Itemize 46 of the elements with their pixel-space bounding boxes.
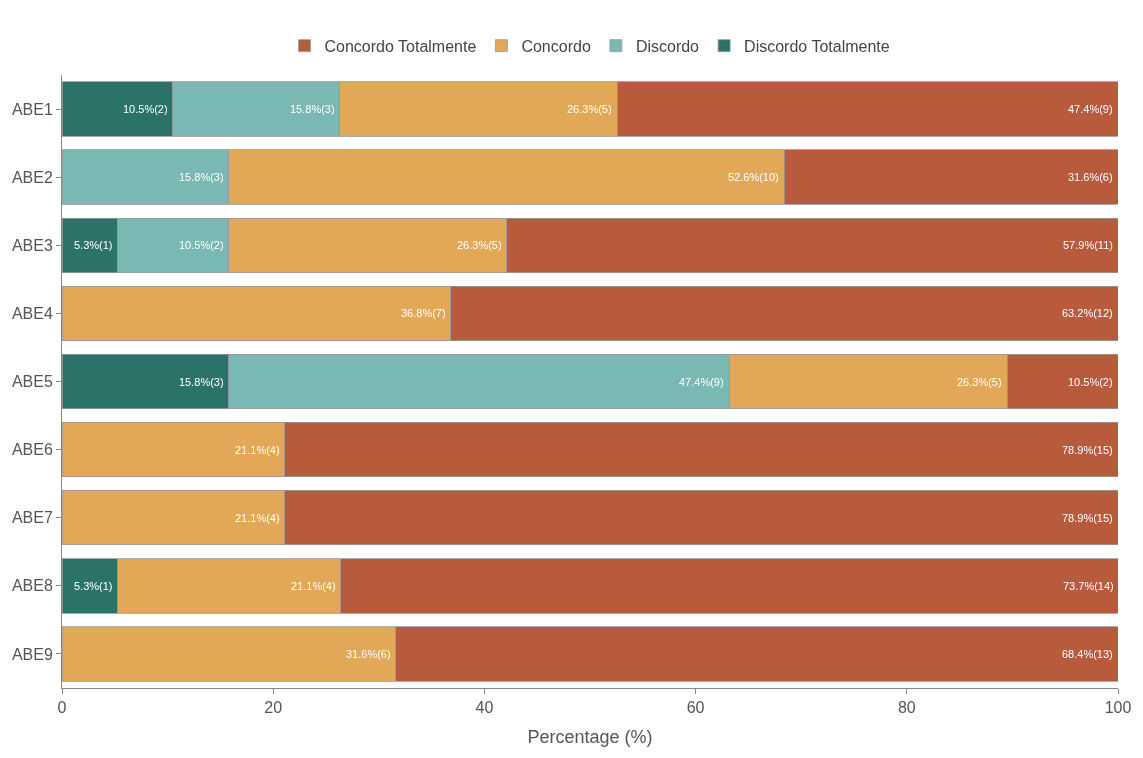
y-tick-label: ABE4 (11, 304, 53, 322)
data-label: 21.1%(4) (291, 580, 336, 592)
data-label: 78.9%(15) (1062, 444, 1113, 456)
x-tick-label: 40 (475, 699, 494, 717)
y-tick-label: ABE5 (11, 373, 53, 391)
data-label: 47.4%(9) (679, 376, 724, 388)
data-label: 31.6%(6) (346, 648, 391, 660)
data-label: 26.3%(5) (457, 239, 502, 251)
y-tick-label: ABE1 (11, 100, 53, 118)
data-label: 26.3%(5) (957, 376, 1002, 388)
y-tick-label: ABE9 (11, 645, 53, 663)
y-tick-label: ABE2 (11, 168, 53, 186)
y-tick-label: ABE6 (11, 441, 53, 459)
data-label: 68.4%(13) (1062, 648, 1113, 660)
data-label: 36.8%(7) (401, 307, 446, 319)
data-label: 15.8%(3) (179, 376, 224, 388)
legend-label: Discordo (635, 37, 700, 55)
data-label: 5.3%(1) (74, 239, 113, 251)
data-label: 31.6%(6) (1068, 171, 1113, 183)
legend-label: Concordo Totalmente (324, 37, 477, 55)
data-label: 26.3%(5) (567, 103, 612, 115)
x-tick-label: 0 (57, 699, 67, 717)
data-label: 78.9%(15) (1062, 512, 1113, 524)
data-label: 15.8%(3) (179, 171, 224, 183)
data-label: 10.5%(2) (179, 239, 224, 251)
data-label: 15.8%(3) (290, 103, 335, 115)
x-tick-label: 100 (1104, 699, 1132, 717)
legend-label: Discordo Totalmente (744, 37, 890, 55)
data-label: 21.1%(4) (235, 444, 280, 456)
y-tick-label: ABE8 (11, 577, 53, 595)
data-label: 21.1%(4) (235, 512, 280, 524)
legend-label: Concordo (521, 37, 591, 55)
data-label: 57.9%(11) (1063, 239, 1113, 251)
data-label: 5.3%(1) (74, 580, 113, 592)
x-tick-label: 60 (686, 699, 705, 717)
y-tick-label: ABE3 (11, 236, 53, 254)
data-label: 63.2%(12) (1062, 307, 1113, 319)
data-label: 52.6%(10) (728, 171, 779, 183)
x-tick-label: 20 (264, 699, 283, 717)
data-label: 10.5%(2) (123, 103, 168, 115)
x-axis-title: Percentage (%) (527, 727, 653, 748)
data-label: 10.5%(2) (1068, 376, 1113, 388)
data-label: 47.4%(9) (1068, 103, 1113, 115)
data-label: 73.7%(14) (1063, 580, 1114, 592)
x-tick-label: 80 (897, 699, 916, 717)
y-tick-label: ABE7 (11, 509, 53, 527)
